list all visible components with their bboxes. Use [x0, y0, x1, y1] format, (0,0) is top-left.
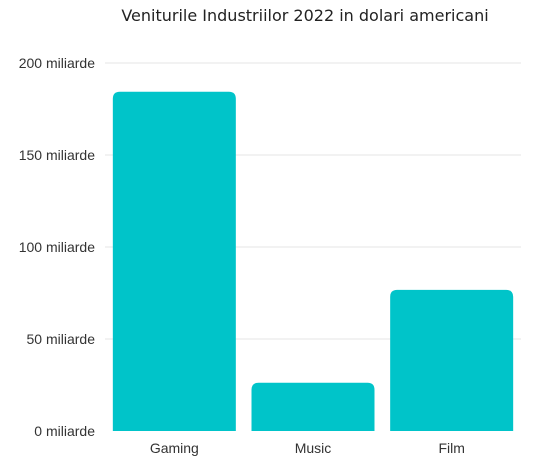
bar-music[interactable]: [251, 382, 375, 431]
y-tick-label: 200 miliarde: [19, 55, 95, 71]
x-tick-label-gaming: Gaming: [150, 440, 199, 456]
chart-title: Veniturile Industriilor 2022 in dolari a…: [121, 6, 488, 25]
bars: [112, 91, 514, 431]
y-tick-label: 0 miliarde: [34, 423, 95, 439]
y-tick-label: 50 miliarde: [27, 331, 96, 347]
y-axis-ticks: 0 miliarde 50 miliarde 100 miliarde 150 mil…: [19, 55, 95, 439]
y-tick-label: 150 miliarde: [19, 147, 95, 163]
y-tick-label: 100 miliarde: [19, 239, 95, 255]
x-axis-labels: Gaming Music Film: [150, 440, 465, 456]
x-tick-label-film: Film: [438, 440, 464, 456]
bar-film[interactable]: [390, 289, 514, 431]
bar-gaming[interactable]: [112, 91, 236, 431]
x-tick-label-music: Music: [295, 440, 332, 456]
